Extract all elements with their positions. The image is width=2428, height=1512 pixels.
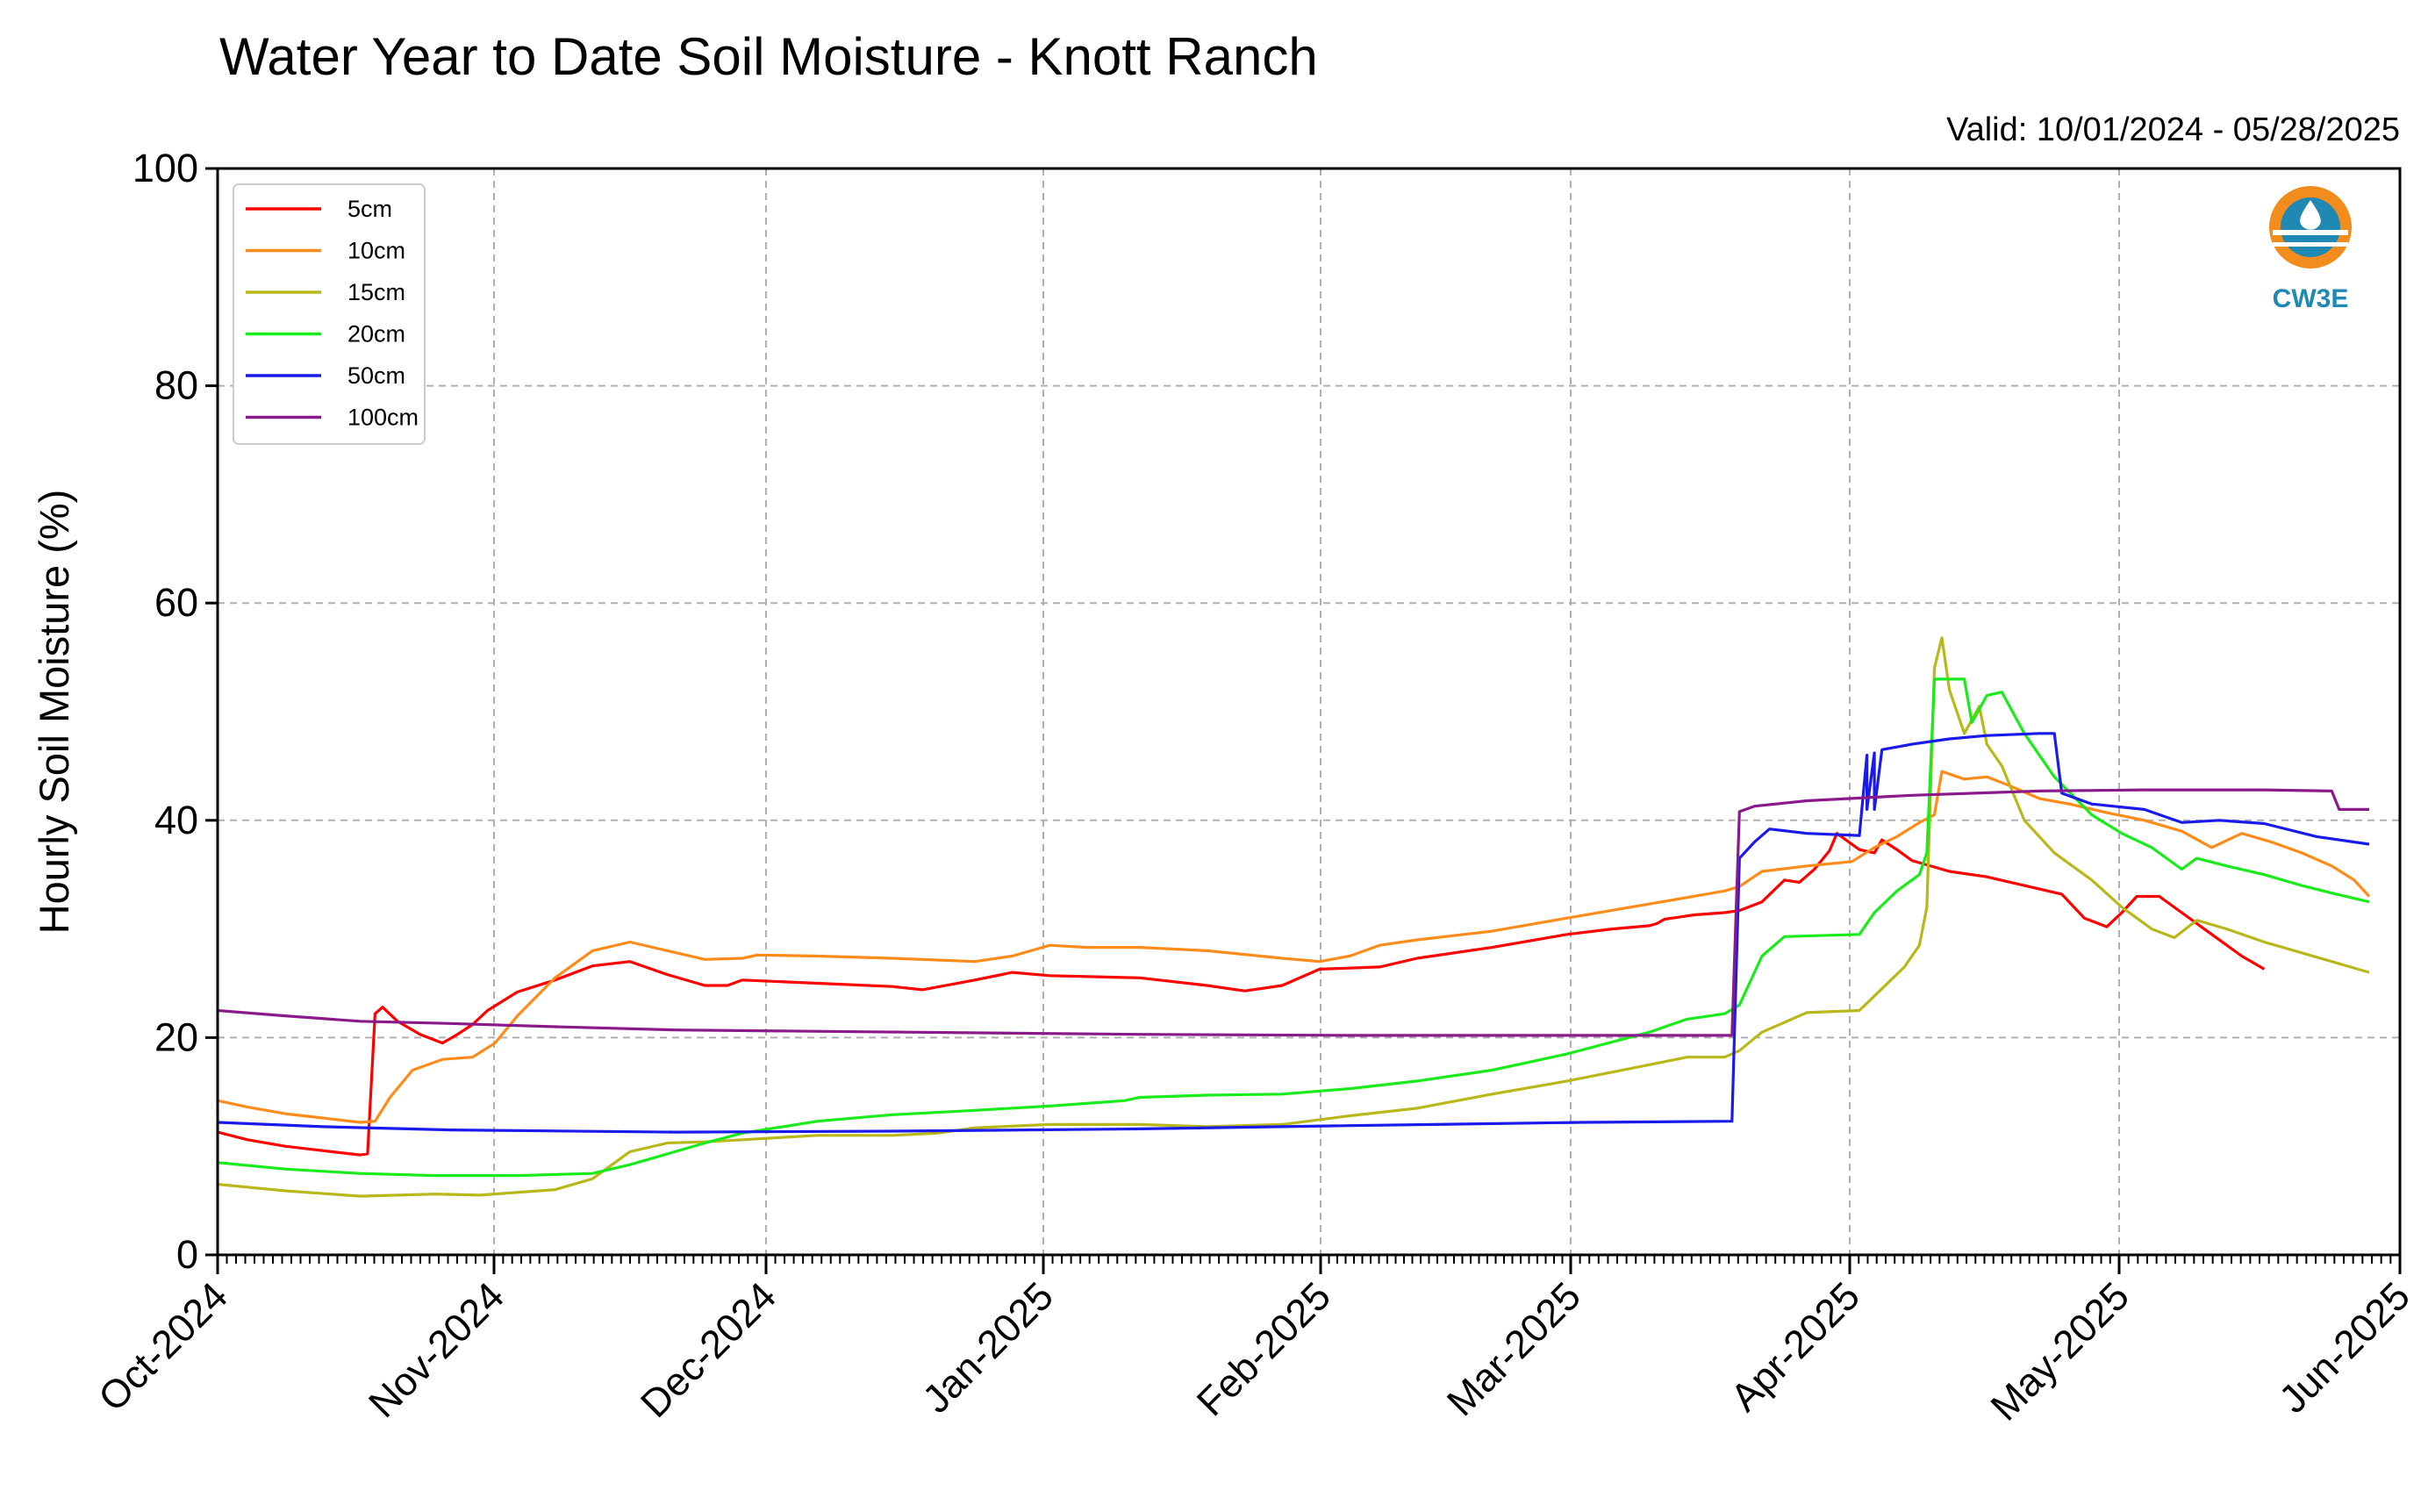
logo-wave-band-2	[2273, 242, 2348, 247]
series-line-5cm	[217, 832, 2266, 1157]
plot-frame	[216, 167, 2402, 1257]
x-tick-label: Dec-2024	[632, 1273, 784, 1426]
x-tick-label: May-2025	[1982, 1273, 2138, 1430]
cw3e-logo: CW3E	[2269, 186, 2352, 313]
series-line-50cm	[217, 732, 2370, 1134]
x-tick-label: Jun-2025	[2270, 1273, 2418, 1422]
x-tick-label: Apr-2025	[1722, 1273, 1868, 1420]
y-tick-label: 20	[154, 1014, 198, 1059]
legend-label: 10cm	[347, 238, 405, 264]
legend-label: 15cm	[347, 279, 405, 305]
y-tick-label: 40	[154, 798, 198, 842]
x-tick-label: Mar-2025	[1438, 1273, 1589, 1424]
series-line-15cm	[217, 636, 2370, 1198]
x-tick-label: Feb-2025	[1188, 1273, 1339, 1424]
series-line-10cm	[217, 770, 2371, 1124]
series-line-20cm	[217, 677, 2370, 1178]
y-tick-label: 60	[154, 580, 198, 625]
x-axis-ticks: Oct-2024 Nov-2024 Dec-2024 Jan-2025 Feb-2025…	[90, 1255, 2418, 1430]
axes	[216, 167, 2402, 1257]
logo-text: CW3E	[2273, 284, 2349, 313]
legend-label: 100cm	[347, 405, 419, 431]
x-tick-label: Oct-2024	[90, 1273, 236, 1420]
legend-label: 20cm	[347, 321, 405, 348]
y-tick-label: 100	[133, 146, 198, 190]
y-tick-label: 80	[154, 363, 198, 408]
legend-label: 5cm	[347, 196, 392, 222]
water-drop-icon	[2300, 200, 2321, 230]
grid-lines	[218, 168, 2400, 1255]
x-tick-label: Nov-2024	[360, 1273, 512, 1426]
legend-label: 50cm	[347, 362, 405, 389]
chart-title: Water Year to Date Soil Moisture - Knott…	[219, 27, 1318, 86]
valid-range-label: Valid: 10/01/2024 - 05/28/2025	[1946, 111, 2400, 148]
logo-wave-band	[2273, 230, 2348, 235]
series-line-100cm	[217, 788, 2369, 1037]
y-axis-ticks: 0 20 40 60 80 100	[133, 146, 218, 1277]
y-tick-label: 0	[176, 1232, 198, 1277]
series-lines	[217, 636, 2371, 1198]
legend: 5cm 10cm 15cm 20cm 50cm 100cm	[233, 183, 426, 445]
y-axis-label: Hourly Soil Moisture (%)	[31, 490, 77, 935]
x-tick-label: Jan-2025	[913, 1273, 1062, 1422]
